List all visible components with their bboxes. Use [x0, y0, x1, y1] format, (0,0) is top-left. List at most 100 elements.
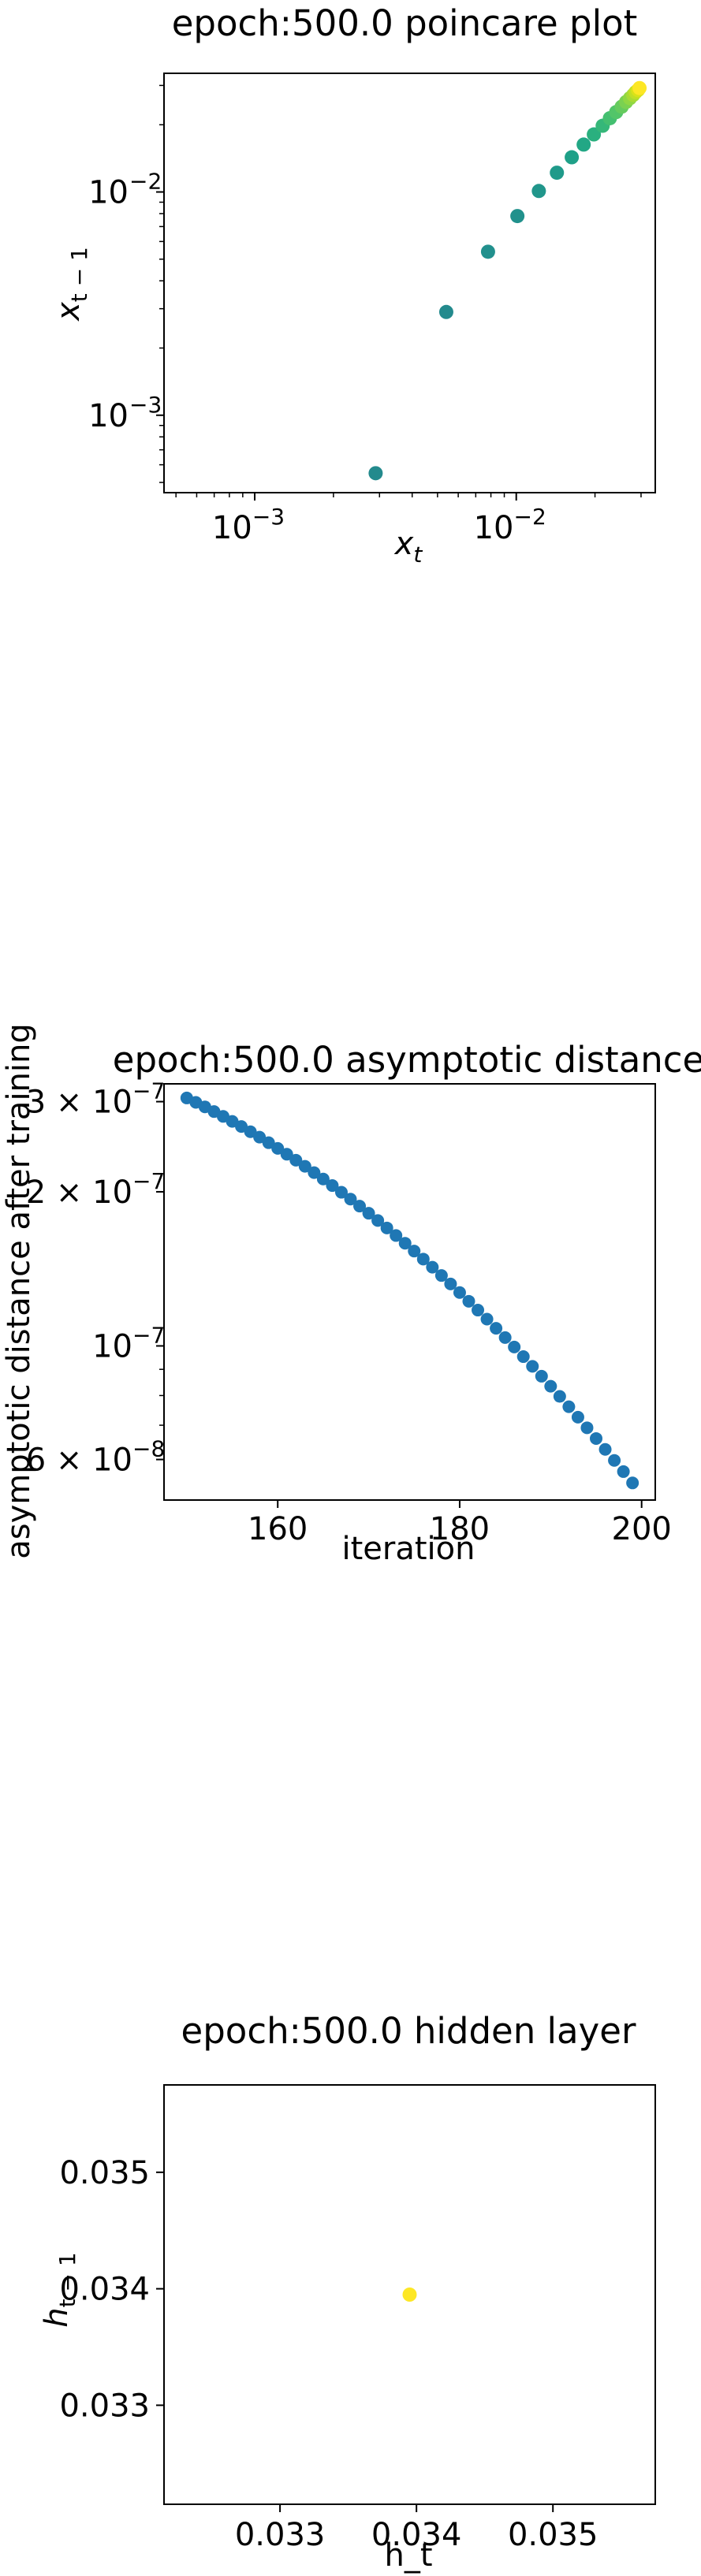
asymptotic-distance-point — [271, 1141, 285, 1155]
asymptotic-y-tick-label: 6 × 10 — [26, 1442, 132, 1479]
asymptotic-x-tick-label: 200 — [612, 1511, 672, 1547]
poincare-plot-x-ticks: 10−3 10−2 — [175, 493, 642, 546]
poincare-y-tick-exponent: −2 — [129, 169, 162, 195]
hidden-layer-panel: epoch:500.0 hidden layer 0.033 0.034 0.035… — [39, 2010, 656, 2574]
hidden-layer-y-tick-label: 0.035 — [59, 2155, 150, 2191]
asymptotic-distance-point — [398, 1237, 412, 1250]
poincare-point — [565, 150, 580, 165]
poincare-plot-y-ticks: 10−310−2 — [88, 84, 164, 483]
asymptotic-y-tick-label: 10 — [92, 1328, 132, 1364]
asymptotic-distance-point — [508, 1340, 521, 1353]
asymptotic-distance-point — [444, 1277, 457, 1290]
poincare-plot-x-axis-label-sub: t — [413, 542, 423, 568]
asymptotic-distance-point — [408, 1245, 421, 1258]
hidden-layer-point — [402, 2288, 417, 2302]
poincare-point — [576, 137, 591, 152]
asymptotic-y-tick-label: 3 × 10 — [26, 1085, 132, 1121]
asymptotic-y-tick-label: 2 × 10 — [26, 1174, 132, 1211]
poincare-y-tick-label: 10 — [88, 175, 129, 211]
asymptotic-distance-point — [472, 1304, 485, 1317]
asymptotic-distance-point — [617, 1465, 630, 1478]
asymptotic-distance-point — [553, 1390, 566, 1403]
hidden-layer-y-tick-label: 0.034 — [59, 2272, 150, 2308]
asymptotic-distance-point — [434, 1269, 448, 1282]
poincare-plot-title: epoch:500.0 poincare plot — [172, 2, 638, 44]
asymptotic-x-tick-label: 160 — [248, 1511, 308, 1547]
asymptotic-x-tick-label: 180 — [430, 1511, 490, 1547]
poincare-point — [550, 166, 565, 181]
poincare-plot-y-axis-label: xt − 1 — [50, 247, 92, 322]
hidden-layer-y-axis-label: ht − 1 — [39, 2252, 80, 2327]
hidden-layer-y-tick-label: 0.033 — [59, 2388, 150, 2424]
asymptotic-distance-point — [353, 1200, 367, 1213]
asymptotic-distance-point — [390, 1229, 403, 1242]
asymptotic-distance-point — [462, 1294, 475, 1308]
asymptotic-distance-point — [280, 1148, 293, 1161]
asymptotic-distance-point — [316, 1172, 330, 1186]
asymptotic-y-tick-exponent: −7 — [132, 1168, 165, 1194]
poincare-point — [438, 304, 453, 319]
asymptotic-distance-x-ticks: 160 180 200 — [248, 1500, 672, 1547]
asymptotic-distance-point — [371, 1214, 385, 1227]
asymptotic-distance-frame — [163, 1083, 656, 1501]
poincare-plot-x-axis-label-base: x — [393, 526, 414, 562]
asymptotic-distance-point — [298, 1160, 311, 1173]
asymptotic-distance-point — [262, 1136, 275, 1149]
poincare-x-tick-label: 10−2 — [474, 504, 546, 546]
asymptotic-distance-title: epoch:500.0 asymptotic distance — [113, 1039, 701, 1081]
hidden-layer-y-ticks: 0.033 0.034 0.035 — [59, 2155, 164, 2424]
poincare-y-tick-label: 10 — [88, 398, 129, 434]
asymptotic-distance-point — [590, 1431, 603, 1445]
asymptotic-distance-point — [516, 1350, 530, 1364]
poincare-point — [632, 80, 647, 95]
asymptotic-distance-panel: epoch:500.0 asymptotic distance 160 180 20… — [1, 1023, 701, 1567]
poincare-y-tick-exponent: −3 — [129, 392, 162, 418]
asymptotic-distance-point — [344, 1193, 357, 1206]
asymptotic-distance-point — [362, 1207, 375, 1220]
poincare-point — [510, 209, 525, 224]
asymptotic-distance-point — [571, 1410, 584, 1424]
asymptotic-distance-point — [308, 1166, 321, 1179]
asymptotic-distance-point — [626, 1476, 639, 1490]
asymptotic-distance-point — [498, 1331, 512, 1344]
poincare-point — [480, 244, 495, 259]
asymptotic-distance-point — [562, 1400, 576, 1413]
asymptotic-distance-point — [490, 1322, 503, 1335]
asymptotic-distance-point — [334, 1186, 348, 1199]
poincare-plot-points — [368, 80, 647, 481]
asymptotic-distance-point — [244, 1125, 257, 1138]
poincare-plot-y-axis-label-base: x — [50, 302, 87, 322]
asymptotic-distance-point — [453, 1286, 466, 1299]
hidden-layer-x-axis-label: h_t — [384, 2537, 432, 2574]
asymptotic-distance-y-axis-label: asymptotic distance after training — [1, 1023, 37, 1559]
asymptotic-y-tick-exponent: −8 — [132, 1436, 165, 1462]
asymptotic-y-tick-exponent: −7 — [132, 1078, 165, 1104]
hidden-layer-x-ticks: 0.033 0.034 0.035 — [235, 2504, 598, 2553]
asymptotic-distance-y-ticks: 3 × 10 −72 × 10 −710 −76 × 10 −8 — [26, 1078, 166, 1479]
asymptotic-distance-point — [253, 1130, 267, 1144]
poincare-point — [531, 184, 546, 199]
hidden-layer-x-tick-label: 0.033 — [235, 2517, 326, 2553]
asymptotic-distance-point — [426, 1260, 439, 1274]
asymptotic-y-tick-exponent: −7 — [132, 1322, 165, 1348]
hidden-layer-x-tick-label: 0.034 — [371, 2517, 462, 2553]
poincare-plot-y-axis-label-sub: t − 1 — [66, 247, 92, 302]
asymptotic-distance-point — [535, 1369, 548, 1383]
poincare-plot-x-axis-label: xt — [393, 526, 423, 568]
hidden-layer-title: epoch:500.0 hidden layer — [181, 2010, 636, 2052]
poincare-plot-frame — [163, 73, 656, 493]
hidden-layer-x-tick-label: 0.035 — [508, 2517, 598, 2553]
asymptotic-distance-point — [480, 1312, 494, 1326]
hidden-layer-points — [402, 2288, 417, 2302]
hidden-layer-y-axis-label-base: h — [39, 2307, 75, 2327]
asymptotic-distance-x-axis-label: iteration — [342, 1531, 475, 1567]
hidden-layer-y-axis-label-sub: t − 1 — [54, 2252, 80, 2307]
asymptotic-distance-point — [526, 1360, 539, 1373]
asymptotic-distance-points — [180, 1091, 639, 1490]
asymptotic-distance-point — [289, 1153, 303, 1167]
asymptotic-distance-point — [608, 1454, 621, 1467]
asymptotic-distance-point — [544, 1379, 557, 1393]
poincare-point — [587, 127, 602, 142]
asymptotic-distance-point — [326, 1179, 339, 1193]
